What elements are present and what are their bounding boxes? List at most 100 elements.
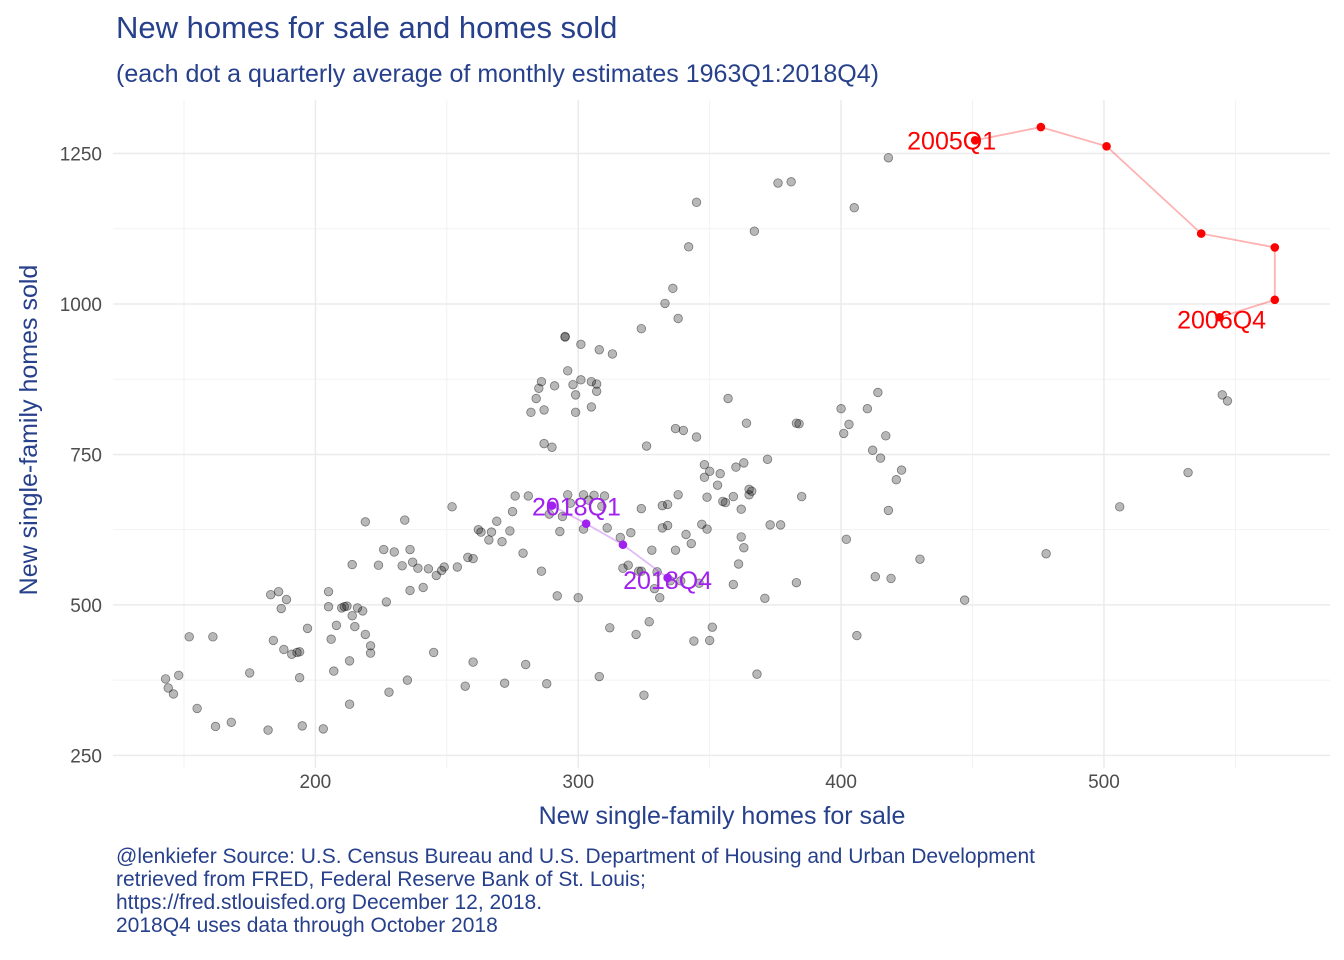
data-point: [536, 376, 547, 387]
data-point: [594, 345, 604, 355]
data-point: [591, 379, 602, 389]
data-point: [405, 544, 415, 555]
point-annotation: 2018Q1: [532, 494, 621, 522]
data-point: [631, 629, 641, 640]
data-point: [597, 501, 607, 511]
data-point: [589, 490, 599, 501]
data-point: [639, 690, 649, 700]
data-point: [704, 635, 715, 646]
data-point: [794, 419, 804, 429]
data-point: [673, 490, 683, 500]
data-point: [791, 418, 802, 428]
data-point: [652, 567, 662, 577]
y-tick-label: 1250: [60, 145, 102, 166]
y-axis-ticks: 250 500 750 1000 1250: [60, 145, 102, 768]
data-point: [678, 425, 689, 436]
data-point: [342, 601, 352, 611]
data-point: [602, 523, 612, 533]
data-point: [704, 466, 715, 477]
data-point: [539, 438, 549, 449]
data-point: [365, 641, 376, 651]
data-point: [160, 674, 171, 684]
highlight-point: [547, 501, 557, 510]
data-point: [1115, 502, 1125, 512]
data-point: [576, 339, 586, 350]
highlight-path: [975, 126, 1276, 319]
data-point: [560, 331, 570, 342]
data-point: [452, 562, 463, 572]
data-point: [552, 591, 562, 601]
data-point: [347, 611, 357, 621]
point-annotation: 2005Q1: [907, 127, 996, 155]
data-point: [691, 432, 702, 442]
data-point: [329, 666, 339, 676]
data-point: [352, 603, 363, 613]
data-point: [723, 393, 733, 404]
data-point: [168, 689, 179, 699]
data-point: [526, 407, 536, 418]
x-tick-label: 200: [300, 772, 332, 793]
data-point: [744, 484, 754, 495]
data-point: [739, 543, 749, 553]
data-point: [765, 520, 775, 530]
data-point: [344, 656, 355, 666]
data-point: [718, 496, 728, 507]
data-point: [670, 423, 681, 434]
data-point: [694, 578, 704, 588]
data-point: [520, 659, 531, 670]
data-point: [360, 629, 371, 640]
data-point: [381, 597, 392, 607]
data-point: [686, 538, 696, 549]
data-point: [563, 490, 573, 500]
data-point: [499, 678, 510, 688]
data-point: [279, 644, 289, 655]
data-point: [365, 648, 376, 658]
data-point: [174, 670, 184, 681]
data-point: [518, 548, 528, 558]
data-point: [867, 445, 878, 455]
data-point: [668, 283, 678, 294]
data-point: [644, 617, 654, 627]
data-point: [184, 632, 194, 642]
data-point: [689, 636, 699, 646]
data-point: [662, 499, 673, 510]
data-point: [591, 386, 602, 396]
highlight-2018: 2018Q1 2018Q4: [532, 494, 712, 595]
data-point: [875, 453, 886, 463]
data-point: [862, 404, 873, 414]
data-point: [623, 560, 633, 570]
data-point: [244, 668, 255, 678]
data-point: [707, 622, 718, 632]
data-point: [413, 563, 423, 573]
data-point: [292, 647, 302, 658]
data-point: [510, 491, 520, 501]
data-point: [660, 298, 670, 309]
y-tick-label: 250: [70, 746, 102, 767]
highlight-point: [970, 136, 980, 145]
highlight-point: [1036, 122, 1046, 132]
data-point: [350, 621, 360, 632]
data-point: [715, 469, 725, 479]
point-annotation: 2018Q4: [623, 567, 712, 595]
data-point: [786, 177, 796, 187]
data-point: [397, 561, 407, 571]
data-point: [192, 703, 202, 714]
data-point: [691, 197, 702, 208]
data-point: [733, 559, 744, 569]
data-point: [641, 441, 652, 451]
data-point: [294, 673, 305, 683]
data-point: [883, 505, 894, 516]
data-point: [636, 503, 647, 514]
highlight-point: [1215, 312, 1224, 322]
data-point: [460, 681, 470, 691]
data-point: [712, 480, 723, 490]
data-point: [163, 683, 173, 693]
data-point: [573, 592, 583, 603]
data-point: [570, 390, 581, 400]
caption-line: 2018Q4 uses data through October 2018: [116, 914, 498, 937]
data-point: [531, 393, 541, 404]
highlight-point: [1102, 142, 1111, 151]
data-point: [576, 375, 586, 385]
highlight-point: [618, 540, 628, 550]
data-point: [294, 647, 305, 657]
